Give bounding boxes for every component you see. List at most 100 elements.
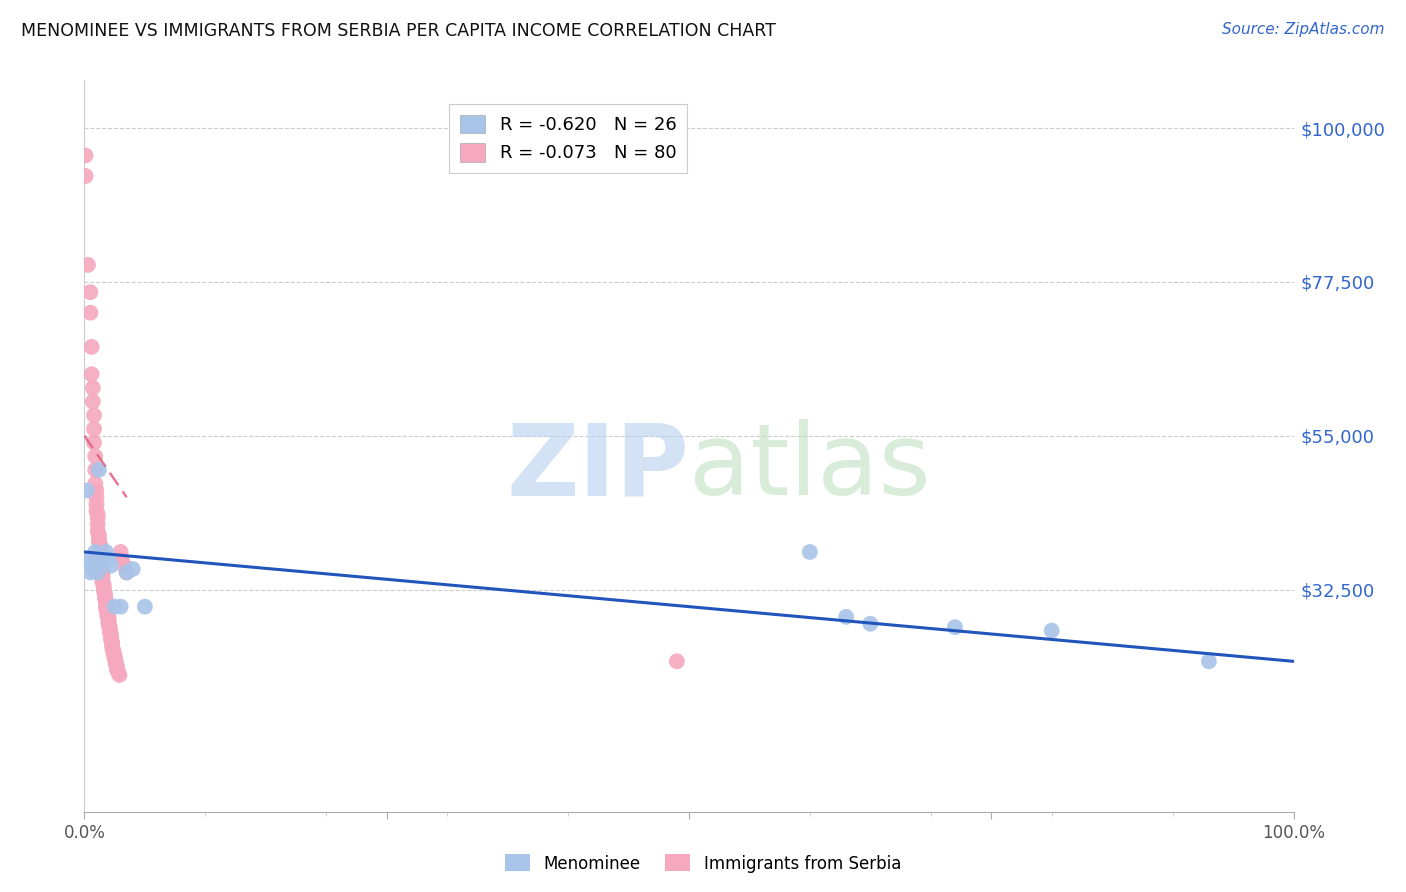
Point [104,657,127,671]
Point [112,558,135,573]
Point [86,497,108,511]
Point [90,555,112,569]
Point [90,558,112,573]
Point [94,591,117,606]
Point [101,635,124,649]
Point [83,409,105,423]
Point [943,620,966,634]
Point [94,597,117,611]
Point [82,394,104,409]
Point [90,562,112,576]
Point [77,555,100,569]
Point [96,608,118,623]
Point [87,531,110,545]
Point [94,594,117,608]
Point [97,615,120,630]
Text: MENOMINEE VS IMMIGRANTS FROM SERBIA PER CAPITA INCOME CORRELATION CHART: MENOMINEE VS IMMIGRANTS FROM SERBIA PER … [21,22,776,40]
Point [94,601,117,615]
Point [75,148,97,162]
Text: atlas: atlas [689,419,931,516]
Point [115,566,138,580]
Point [86,524,108,539]
Point [98,624,121,639]
Point [104,651,127,665]
Point [80,551,103,566]
Point [75,169,97,183]
Point [104,599,127,614]
Point [665,654,688,668]
Point [98,622,121,636]
Point [87,534,110,549]
Point [91,566,114,580]
Point [91,569,114,583]
Point [91,567,114,582]
Point [80,368,103,382]
Point [79,285,101,300]
Point [94,599,117,614]
Point [93,583,115,598]
Point [100,632,122,647]
Point [1198,654,1220,668]
Point [101,640,124,655]
Point [110,545,132,559]
Point [86,508,108,522]
Point [82,381,104,395]
Point [87,528,110,542]
Point [105,663,128,677]
Point [115,566,138,580]
Point [91,575,114,590]
Legend: R = -0.620   N = 26, R = -0.073   N = 80: R = -0.620 N = 26, R = -0.073 N = 80 [449,104,688,173]
Point [799,545,821,559]
Point [86,517,108,532]
Point [93,578,115,592]
Point [89,538,111,552]
Point [121,562,143,576]
Point [108,668,131,682]
Point [104,654,127,668]
Point [103,646,125,660]
Point [105,660,128,674]
Point [86,566,108,580]
Point [97,617,120,632]
Text: Source: ZipAtlas.com: Source: ZipAtlas.com [1222,22,1385,37]
Point [84,545,107,559]
Point [859,616,882,631]
Point [94,589,117,603]
Point [89,549,111,563]
Legend: Menominee, Immigrants from Serbia: Menominee, Immigrants from Serbia [498,847,908,880]
Point [76,483,98,498]
Point [79,566,101,580]
Point [87,463,110,477]
Point [110,599,132,614]
Point [90,551,112,566]
Point [100,630,122,644]
Point [97,551,120,566]
Point [91,572,114,586]
Point [86,504,108,518]
Point [103,643,125,657]
Point [96,604,118,618]
Point [77,258,100,272]
Point [80,340,103,354]
Point [96,607,118,621]
Point [100,627,122,641]
Point [835,610,858,624]
Point [86,558,108,573]
Point [82,558,104,573]
Point [86,483,108,498]
Point [83,562,105,576]
Point [97,610,120,624]
Point [94,586,117,600]
Point [1040,624,1063,638]
Point [93,581,115,595]
Point [104,648,127,663]
Point [97,613,120,627]
Point [84,463,107,477]
Point [84,449,107,463]
Point [98,620,121,634]
Text: ZIP: ZIP [506,419,689,516]
Point [101,638,124,652]
Point [91,555,114,569]
Point [134,599,156,614]
Point [94,545,117,559]
